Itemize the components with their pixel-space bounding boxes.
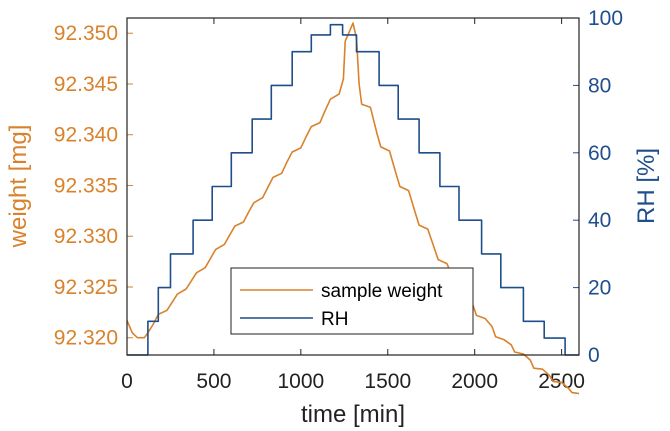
- y-left-tick-label: 92.335: [54, 174, 118, 197]
- y-left-tick-label: 92.325: [54, 276, 118, 299]
- y-right-tick-label: 40: [588, 209, 611, 232]
- x-tick-label: 2500: [538, 370, 585, 393]
- x-tick-label: 0: [121, 370, 133, 393]
- y-right-tick-label: 20: [588, 277, 611, 300]
- x-tick-label: 2000: [451, 370, 498, 393]
- y-right-axis-title: RH [%]: [633, 148, 660, 224]
- y-left-tick-label: 92.350: [54, 22, 118, 45]
- x-tick-label: 500: [196, 370, 231, 393]
- legend-box: [230, 267, 474, 335]
- y-left-axis-title: weight [mg]: [5, 125, 32, 249]
- series-rh-line: [127, 23, 579, 356]
- y-left-tick-label: 92.320: [54, 327, 118, 350]
- series-layer: [126, 22, 580, 395]
- y-left-tick-label: 92.330: [54, 225, 118, 248]
- y-right-tick-label: 100: [588, 7, 623, 30]
- y-right-tick-label: 0: [588, 344, 600, 367]
- y-left-tick-label: 92.345: [54, 73, 118, 96]
- tick-layer: 0 500 1000 1500 2000 250092.32092.32592.33092…: [54, 7, 623, 393]
- series-sample-weight-line: [126, 22, 580, 395]
- x-tick-label: 1000: [277, 370, 324, 393]
- legend-label-rh: RH: [321, 309, 348, 330]
- y-right-tick-label: 80: [588, 74, 611, 97]
- x-tick-label: 1500: [364, 370, 411, 393]
- x-axis-title: time [min]: [301, 401, 405, 428]
- legend: sample weight RH: [230, 267, 474, 335]
- plot-frame: [126, 17, 580, 356]
- legend-label-sample-weight: sample weight: [321, 281, 443, 302]
- y-left-tick-label: 92.340: [54, 124, 118, 147]
- y-right-tick-label: 60: [588, 142, 611, 165]
